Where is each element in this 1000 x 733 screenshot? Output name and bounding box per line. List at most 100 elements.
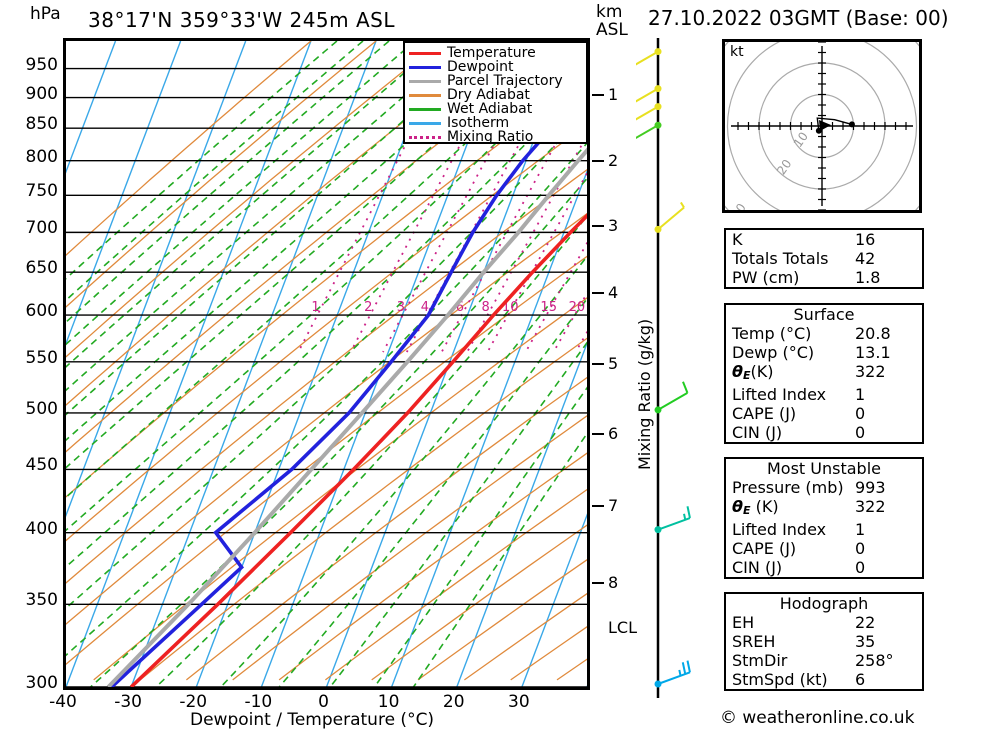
hodograph-ring-label-10: 10 xyxy=(791,129,811,150)
hodo-stat-row: StmDir 258° xyxy=(726,651,922,670)
index-key: K xyxy=(732,230,743,249)
legend-item-isotherm: Isotherm xyxy=(409,116,582,130)
hodograph-point xyxy=(848,121,855,128)
height-tick-mark-5 xyxy=(592,362,604,365)
unstable-value: 1 xyxy=(855,520,866,539)
surface-value: 322 xyxy=(855,362,886,381)
temperature-tick--10: -10 xyxy=(244,692,273,712)
legend-swatch-icon xyxy=(409,65,441,69)
wind-barb xyxy=(654,381,689,414)
index-row: Totals Totals 42 xyxy=(726,249,922,268)
unstable-row: Lifted Index 1 xyxy=(726,520,922,539)
hodo-stat-key: EH xyxy=(732,613,755,632)
hodograph[interactable]: kt 10 20 40 xyxy=(722,39,922,213)
svg-text:2: 2 xyxy=(364,300,372,315)
svg-text:6: 6 xyxy=(456,300,464,315)
height-tick-mark-1 xyxy=(592,93,604,96)
temperature-tick-30: 30 xyxy=(508,692,530,712)
unstable-row: θE (K) 322 xyxy=(726,497,922,520)
pressure-tick-850: 850 xyxy=(25,114,58,135)
surface-value: 13.1 xyxy=(855,343,891,362)
temperature-tick--20: -20 xyxy=(179,692,208,712)
skewt-panel: hPa 38°17'N 359°33'W 245m ASL km ASL 300… xyxy=(25,4,691,730)
surface-key: Dewp (°C) xyxy=(732,343,815,362)
hodo-stat-row: SREH 35 xyxy=(726,632,922,651)
surface-row: CAPE (J) 0 xyxy=(726,404,922,423)
station-title: 38°17'N 359°33'W 245m ASL xyxy=(88,8,396,32)
svg-text:8: 8 xyxy=(482,300,490,315)
hodo-stat-key: StmDir xyxy=(732,651,788,670)
unstable-key: Lifted Index xyxy=(732,520,827,539)
hodo-stat-row: StmSpd (kt) 6 xyxy=(726,670,922,689)
hodograph-ring-label-40: 40 xyxy=(729,201,749,210)
pressure-tick-300: 300 xyxy=(25,673,58,693)
hodo-stat-key: StmSpd (kt) xyxy=(732,670,828,689)
index-row: K 16 xyxy=(726,230,922,249)
unstable-value: 322 xyxy=(855,497,886,516)
temperature-tick--30: -30 xyxy=(114,692,143,712)
height-tick-4: 4 xyxy=(608,282,619,302)
pressure-tick-500: 500 xyxy=(25,398,58,419)
svg-text:1: 1 xyxy=(311,300,319,315)
unstable-value: 993 xyxy=(855,478,886,497)
indices-box: K 16 Totals Totals 42 PW (cm) 1.8 xyxy=(724,228,924,289)
surface-row: Temp (°C) 20.8 xyxy=(726,324,922,343)
temperature-tick-20: 20 xyxy=(442,692,465,712)
height-tick-3: 3 xyxy=(608,215,619,235)
pressure-tick-800: 800 xyxy=(25,146,58,167)
svg-text:3: 3 xyxy=(397,300,405,315)
legend-item-mixing-ratio: Mixing Ratio xyxy=(409,130,582,144)
height-tick-mark-2 xyxy=(592,160,604,163)
datetime-label: 27.10.2022 03GMT (Base: 00) xyxy=(648,6,949,30)
height-tick-5: 5 xyxy=(608,353,619,373)
legend: Temperature Dewpoint Parcel Trajectory Dry … xyxy=(403,41,588,144)
surface-key: CAPE (J) xyxy=(732,404,797,423)
height-tick-2: 2 xyxy=(608,151,619,171)
svg-text:20: 20 xyxy=(569,300,586,315)
pressure-tick-750: 750 xyxy=(25,181,58,202)
legend-item-parcel-trajectory: Parcel Trajectory xyxy=(409,74,582,88)
index-value: 1.8 xyxy=(855,268,881,287)
hodo-stat-value: 22 xyxy=(855,613,876,632)
pressure-tick-950: 950 xyxy=(25,54,58,75)
hodograph-ring-30 xyxy=(726,42,918,210)
hodo-stat-title: Hodograph xyxy=(779,594,869,613)
height-asl-label: ASL xyxy=(596,20,628,40)
most-unstable-box: Most Unstable Pressure (mb) 993 θE (K) 322 Li… xyxy=(724,457,924,579)
copyright-label: © weatheronline.co.uk xyxy=(720,708,915,728)
temperature-tick-0: 0 xyxy=(318,692,329,712)
storm-motion-arrow-icon xyxy=(819,120,831,131)
surface-key: CIN (J) xyxy=(732,423,783,442)
unstable-value: 0 xyxy=(855,558,866,577)
unstable-key: CAPE (J) xyxy=(732,539,797,558)
height-tick-mark-8 xyxy=(592,582,604,585)
surface-key: θE(K) xyxy=(732,362,774,382)
unstable-row: CAPE (J) 0 xyxy=(726,539,922,558)
legend-swatch-icon xyxy=(409,107,441,111)
unstable-key: θE (K) xyxy=(732,497,779,517)
unstable-row: CIN (J) 0 xyxy=(726,558,922,577)
skewt-plot-area[interactable]: 12346810152025 xyxy=(63,38,590,690)
hodograph-ring-label-20: 20 xyxy=(774,157,794,178)
wind-barb xyxy=(654,506,691,534)
pressure-unit-label: hPa xyxy=(30,4,61,24)
legend-swatch-icon xyxy=(409,135,441,139)
wind-barb xyxy=(654,660,691,688)
legend-swatch-icon xyxy=(409,51,441,55)
index-key: Totals Totals xyxy=(732,249,829,268)
legend-label: Wet Adiabat xyxy=(447,101,533,117)
pressure-tick-350: 350 xyxy=(25,590,58,611)
temperature-tick--40: -40 xyxy=(49,692,77,712)
x-axis-title: Dewpoint / Temperature (°C) xyxy=(190,710,435,730)
hodo-stat-row: EH 22 xyxy=(726,613,922,632)
surface-row: Dewp (°C) 13.1 xyxy=(726,343,922,362)
height-tick-1: 1 xyxy=(608,84,619,104)
surface-value: 0 xyxy=(855,404,866,423)
legend-label: Dry Adiabat xyxy=(447,87,530,103)
surface-box: Surface Temp (°C) 20.8 Dewp (°C) 13.1 θE(K) 32… xyxy=(724,303,924,444)
surface-row: θE(K) 322 xyxy=(726,362,922,385)
legend-label: Dewpoint xyxy=(447,59,514,75)
temperature-tick-10: 10 xyxy=(377,692,400,712)
surface-row: Lifted Index 1 xyxy=(726,385,922,404)
